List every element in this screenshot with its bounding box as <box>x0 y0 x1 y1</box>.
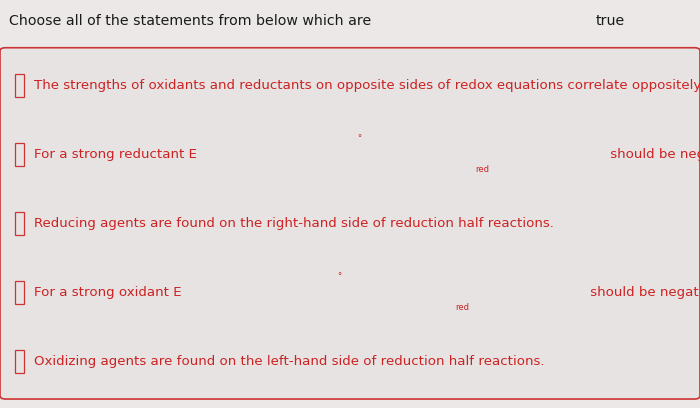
Text: The strengths of oxidants and reductants on opposite sides of redox equations co: The strengths of oxidants and reductants… <box>34 79 700 92</box>
Text: Oxidizing agents are found on the left-hand side of reduction half reactions.: Oxidizing agents are found on the left-h… <box>34 355 544 368</box>
Text: °: ° <box>357 134 361 144</box>
Text: red: red <box>455 303 469 313</box>
Text: should be negative.: should be negative. <box>586 286 700 299</box>
Text: Choose all of the statements from below which are: Choose all of the statements from below … <box>9 14 376 28</box>
Text: Reducing agents are found on the right-hand side of reduction half reactions.: Reducing agents are found on the right-h… <box>34 217 554 230</box>
FancyBboxPatch shape <box>0 48 700 399</box>
Text: true: true <box>595 14 624 28</box>
Text: For a strong oxidant E: For a strong oxidant E <box>34 286 181 299</box>
Text: should be negative.: should be negative. <box>606 148 700 161</box>
Text: red: red <box>475 165 489 175</box>
Text: For a strong reductant E: For a strong reductant E <box>34 148 197 161</box>
Text: °: ° <box>337 272 341 282</box>
